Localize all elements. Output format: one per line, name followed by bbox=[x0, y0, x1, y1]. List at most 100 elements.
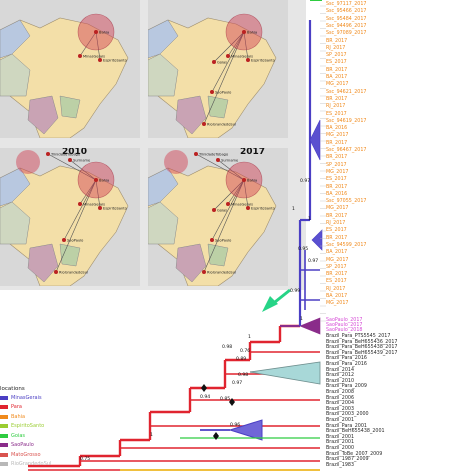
migration-line bbox=[47, 153, 97, 181]
legend-label: Bahia bbox=[11, 413, 26, 420]
tip-label: Brazil_Para_BeH655438_2017 bbox=[326, 345, 398, 351]
neighbor-region bbox=[175, 243, 207, 283]
location-label: SaoPaulo bbox=[67, 239, 83, 243]
location-dot bbox=[246, 58, 250, 62]
legend-item: Goias bbox=[0, 431, 82, 441]
migration-line bbox=[95, 31, 101, 61]
tip-label: RJ_2017 bbox=[326, 286, 346, 292]
legend-label: MinasGerais bbox=[11, 394, 42, 401]
location-dot bbox=[98, 58, 102, 62]
tip-label: MG_2017 bbox=[326, 301, 349, 307]
state-region bbox=[59, 95, 81, 119]
origin-circle bbox=[164, 150, 188, 174]
map-svg: TrinidadeTobago Suriname Bahia MinasGeraisE… bbox=[0, 148, 140, 286]
posterior-label: 0.98 bbox=[238, 372, 248, 378]
location-label: MinasGerais bbox=[231, 55, 253, 59]
tip-label: BR_2017 bbox=[326, 184, 348, 190]
tip-label: BR_2017 bbox=[326, 38, 348, 44]
neighbor-region bbox=[148, 167, 179, 207]
location-label: RioGrandedoSul bbox=[207, 123, 236, 127]
map-panel: Bahia MinasGerais EspiritoSanto bbox=[0, 0, 140, 138]
tip-label: Brazil_Para_BeH655439_2017 bbox=[326, 350, 398, 356]
location-dot bbox=[194, 152, 198, 156]
tip-label: MG_2017 bbox=[326, 82, 349, 88]
legend-label: EspiritoSanto bbox=[11, 423, 45, 430]
tip-label: Ssc_94621_2017 bbox=[326, 89, 367, 95]
tip-label: Brazil_1987_2009 bbox=[326, 457, 369, 463]
tip-label: ES_2017 bbox=[326, 279, 347, 285]
neighbor-region bbox=[0, 201, 31, 245]
posterior-label: 1 bbox=[300, 316, 303, 322]
tip-label: MG_2017 bbox=[326, 257, 349, 263]
map-year: 2017 bbox=[240, 148, 266, 157]
tip-label: Ssc_97089_2017 bbox=[326, 31, 367, 37]
tip-label: BR_2017 bbox=[326, 272, 348, 278]
collapsed-clade-saopaulo bbox=[299, 317, 321, 335]
tip-label: SP_2017 bbox=[326, 264, 347, 270]
tip-label: SaoPaulo_2017 bbox=[326, 318, 363, 323]
location-dot bbox=[212, 208, 216, 212]
location-dot bbox=[62, 238, 66, 242]
location-dot bbox=[246, 206, 250, 210]
location-dot bbox=[94, 178, 98, 182]
migration-line bbox=[203, 179, 245, 273]
origin-circle bbox=[16, 150, 40, 174]
tip-label: Brazil_2001 bbox=[326, 418, 354, 423]
tip-label: ES_2017 bbox=[326, 228, 347, 234]
map-panel: TrinidadeTobago Suriname Bahia Goias MinasGe… bbox=[148, 148, 288, 286]
posterior-label: 1 bbox=[308, 216, 311, 222]
location-dot bbox=[216, 158, 220, 162]
location-dot bbox=[212, 60, 216, 64]
tip-label: Brazil_2001 bbox=[326, 434, 354, 440]
tip-label: Brazil_Para_2016 bbox=[326, 362, 367, 367]
tip-label: BA_2016 bbox=[326, 191, 348, 197]
collapsed-clade-teal bbox=[249, 361, 321, 385]
location-dot bbox=[226, 202, 230, 206]
tip-label: BR_2017 bbox=[326, 140, 348, 146]
neighbor-region bbox=[27, 95, 59, 135]
migration-line bbox=[213, 31, 245, 63]
migration-line bbox=[217, 159, 245, 181]
location-label: MinasGerais bbox=[231, 203, 253, 207]
location-label: RioGrandedoSul bbox=[59, 271, 88, 275]
tip-label: Ssc_94619_2017 bbox=[326, 118, 367, 124]
tip-label: Brazil_ToBe_2007_2009 bbox=[326, 451, 383, 457]
tip-label: BA_2017 bbox=[326, 250, 348, 256]
location-label: RioGrandedoSul bbox=[207, 271, 236, 275]
tip-label: Ssc_94496_2017 bbox=[326, 23, 367, 29]
legend-item: MatoGrosso bbox=[0, 450, 82, 460]
tip-label: Brazil_2012 bbox=[326, 373, 354, 379]
posterior-label: 0.97 bbox=[300, 178, 310, 184]
neighbor-region bbox=[27, 243, 59, 283]
tip-label: BR_2017 bbox=[326, 155, 348, 161]
posterior-label: 0.85 bbox=[220, 396, 230, 402]
tip-label: BR_2017 bbox=[326, 235, 348, 241]
tip-label: SaoPaulo_2017 bbox=[326, 323, 363, 329]
tip-label: ES_2017 bbox=[326, 177, 347, 183]
posterior-label: 0.99 bbox=[290, 288, 300, 294]
state-region bbox=[207, 243, 229, 267]
map-year: 2010 bbox=[62, 148, 88, 157]
tip-label: Ssc_95484_2017 bbox=[326, 16, 367, 22]
tip-label: ES_2017 bbox=[326, 60, 347, 66]
posterior-label: 1 bbox=[248, 334, 251, 340]
tip-label: BR_2017 bbox=[326, 67, 348, 73]
node-marker bbox=[213, 432, 219, 440]
location-label: Bahia bbox=[247, 179, 257, 183]
legend-swatch bbox=[0, 414, 8, 419]
legend-swatch bbox=[0, 452, 8, 457]
neighbor-region bbox=[0, 167, 31, 207]
location-dot bbox=[94, 30, 98, 34]
collapsed-clade-minas bbox=[309, 119, 321, 161]
location-dot bbox=[210, 238, 214, 242]
tip-label: BR_2017 bbox=[326, 213, 348, 219]
posterior-label: 1 bbox=[150, 432, 153, 438]
tip-label: MG_2017 bbox=[326, 133, 349, 139]
location-label: MinasGerais bbox=[83, 203, 105, 207]
location-dot bbox=[202, 270, 206, 274]
migration-line bbox=[63, 179, 97, 241]
tip-label: Brazil_2010 bbox=[326, 378, 354, 384]
tip-label: Brazil_2001 bbox=[326, 440, 354, 446]
migration-line bbox=[203, 31, 245, 125]
